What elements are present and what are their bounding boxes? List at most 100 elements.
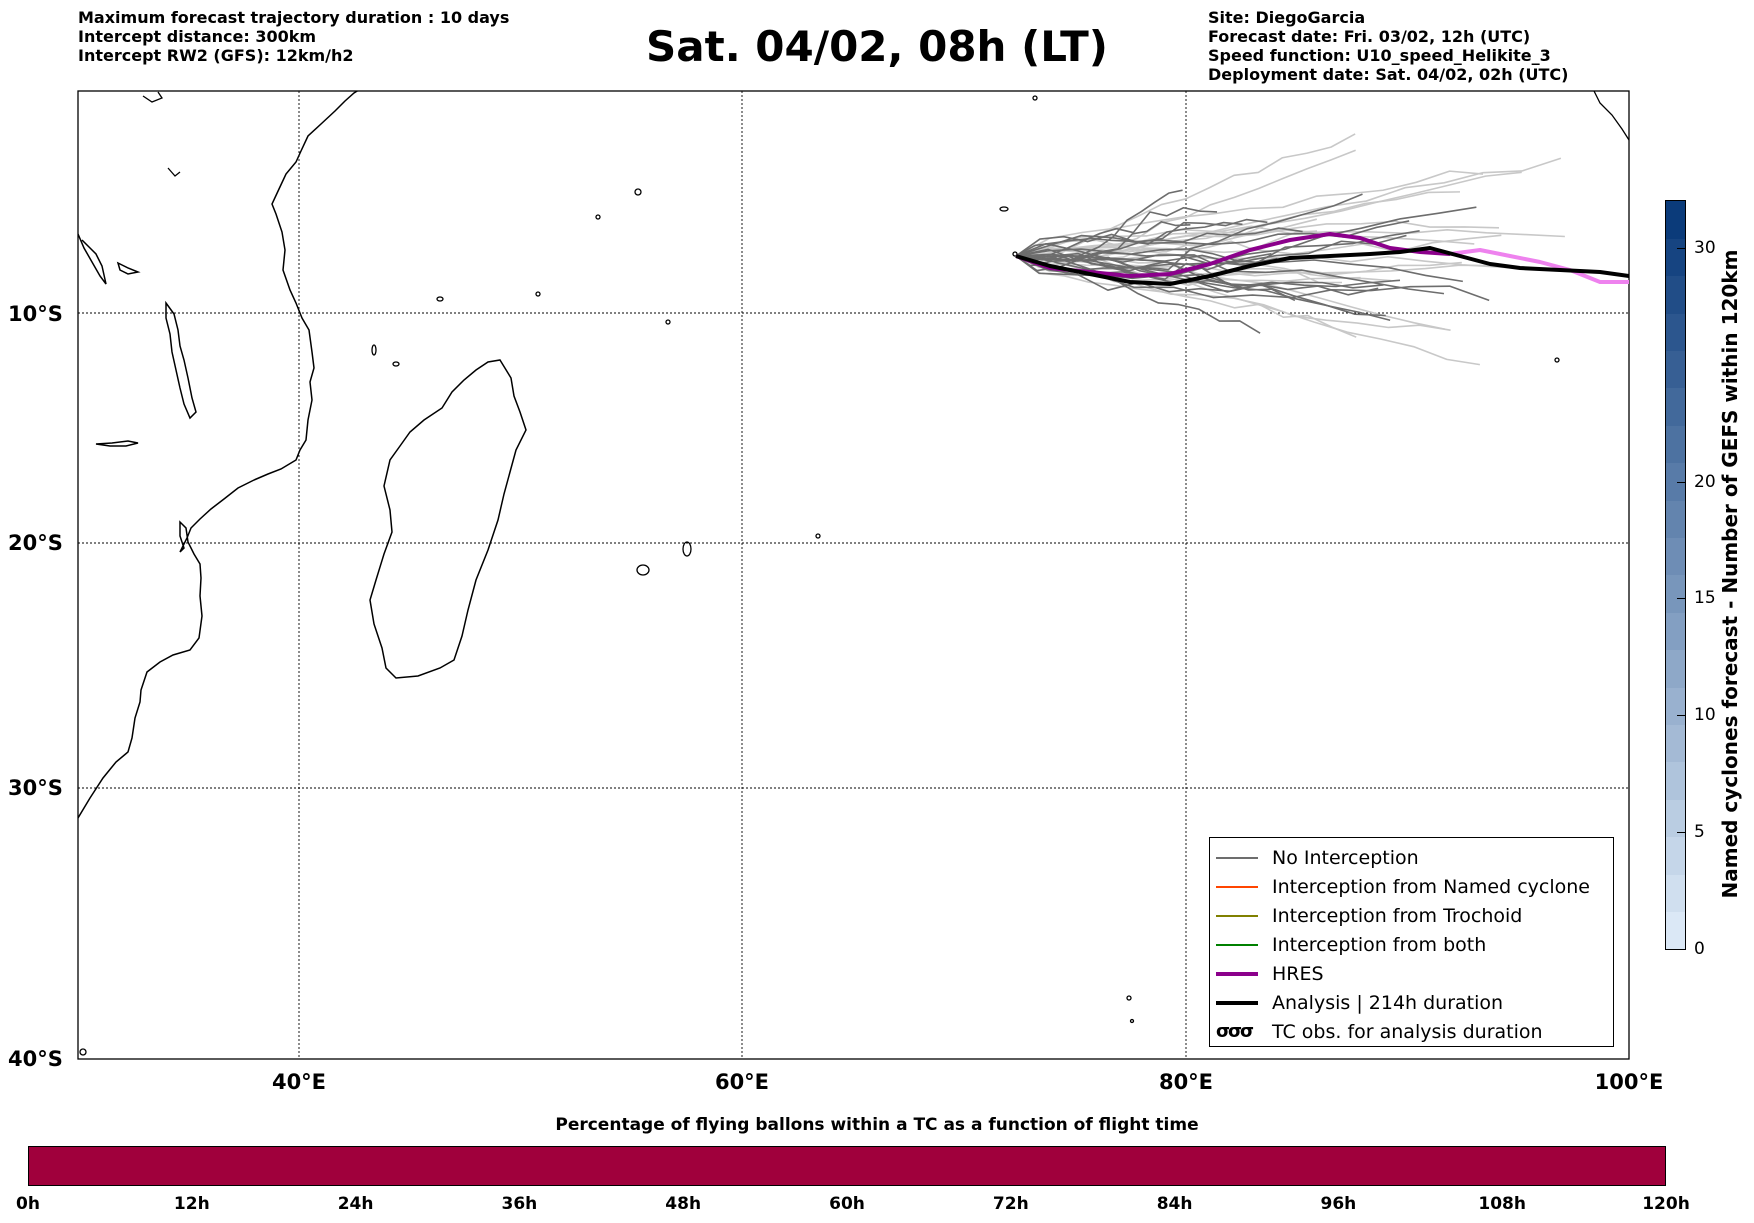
lat-label-30s: 30°S (8, 776, 63, 800)
colorbar-tick (1677, 598, 1685, 600)
legend-label: Interception from Trochoid (1272, 905, 1523, 927)
ensemble-track-no-interception (1015, 255, 1261, 334)
coastline-islands (79, 91, 1629, 1056)
legend-item-analysis: Analysis | 214h duration (1210, 989, 1613, 1018)
timebar-tick-label: 12h (173, 1194, 210, 1214)
legend-item-hres: HRES (1210, 960, 1613, 989)
analysis-track (1015, 246, 1629, 286)
ensemble-track-no-interception (1015, 221, 1243, 257)
colorbar-segment (1666, 462, 1685, 501)
colorbar-segment (1666, 911, 1685, 950)
colorbar-tick-label: 0 (1694, 939, 1705, 959)
header-left-info: Maximum forecast trajectory duration : 1… (78, 8, 509, 65)
map-gridlines (78, 91, 1629, 1059)
lat-label-20s: 20°S (8, 531, 63, 555)
legend-swatch (1216, 1001, 1258, 1005)
lat-label-40s: 40°S (8, 1047, 63, 1071)
colorbar-tick (1677, 481, 1685, 483)
coastline-africa (78, 91, 359, 819)
ensemble-track-no-interception (1015, 255, 1384, 293)
legend-swatch (1216, 886, 1258, 888)
colorbar-segment (1666, 687, 1685, 726)
timebar-tick-label: 60h (829, 1194, 865, 1214)
colorbar-segment (1666, 575, 1685, 613)
colorbar-tick (1677, 949, 1685, 950)
lon-label-40e: 40°E (271, 1070, 327, 1094)
legend-swatch (1216, 857, 1258, 859)
ensemble-track-no-interception (1015, 252, 1391, 321)
map-title: Sat. 04/02, 08h (LT) (646, 22, 1108, 71)
lat-label-10s: 10°S (8, 302, 63, 326)
legend-item-no-interception: No Interception (1210, 844, 1613, 873)
timebar-tick-label: 108h (1478, 1194, 1526, 1214)
ensemble-track-no-interception (1015, 227, 1303, 257)
colorbar-segment (1666, 874, 1685, 913)
coastline-madagascar (369, 359, 527, 679)
legend-swatch (1216, 944, 1258, 946)
tc-obs-symbol: σσσ (1216, 1021, 1254, 1042)
ensemble-track-no-interception (1015, 206, 1477, 269)
colorbar-segment (1666, 238, 1685, 277)
header-duration: Maximum forecast trajectory duration : 1… (78, 8, 510, 27)
legend-item-trochoid: Interception from Trochoid (1210, 902, 1613, 931)
header-forecast-date: Forecast date: Fri. 03/02, 12h (UTC) (1208, 27, 1531, 46)
colorbar-segment (1666, 724, 1685, 763)
timebar-title: Percentage of flying ballons within a TC… (555, 1115, 1199, 1135)
lon-label-100e: 100°E (1594, 1070, 1664, 1094)
lon-label-80e: 80°E (1158, 1070, 1214, 1094)
timebar-tick-label: 36h (501, 1194, 538, 1214)
colorbar-segment (1666, 649, 1685, 688)
header-speed-function: Speed function: U10_speed_Helikite_3 (1208, 46, 1551, 65)
colorbar-tick-label: 30 (1694, 237, 1716, 258)
legend-item-tc-obs: σσσ TC obs. for analysis duration (1210, 1018, 1613, 1047)
ensemble-track-light (1015, 220, 1499, 257)
timebar-tick-label: 72h (992, 1194, 1029, 1214)
colorbar-segment (1666, 500, 1685, 539)
legend-label: Interception from Named cyclone (1272, 876, 1590, 898)
timebar-tick-label: 84h (1156, 1194, 1193, 1214)
lon-label-60e: 60°E (714, 1070, 770, 1094)
colorbar-tick (1677, 832, 1685, 834)
colorbar-segment (1666, 388, 1685, 426)
colorbar-tick (1677, 715, 1685, 717)
colorbar-segment (1666, 612, 1685, 651)
legend-label: Analysis | 214h duration (1272, 992, 1504, 1014)
header-deployment-date: Deployment date: Sat. 04/02, 02h (UTC) (1208, 65, 1569, 84)
ensemble-track-no-interception (1015, 242, 1379, 296)
hres-track-extended (1449, 248, 1629, 284)
ensemble-track-light (1015, 170, 1484, 257)
legend-item-both: Interception from both (1210, 931, 1613, 960)
colorbar-segment (1666, 350, 1685, 389)
flight-time-bar (28, 1146, 1666, 1186)
legend-label: No Interception (1272, 847, 1419, 869)
header-intercept-distance: Intercept distance: 300km (78, 27, 317, 46)
colorbar-title: Named cyclones forecast - Number of GEFS… (1718, 249, 1742, 899)
ensemble-track-light (1015, 239, 1392, 282)
timebar-tick-label: 96h (1320, 1194, 1357, 1214)
colorbar-tick (1677, 247, 1685, 249)
colorbar-segment (1666, 799, 1685, 838)
timebar-tick-label: 0h (16, 1194, 40, 1214)
legend-swatch (1216, 915, 1258, 917)
ensemble-track-light (1015, 133, 1356, 262)
colorbar-segment (1666, 425, 1685, 464)
colorbar-segment (1666, 201, 1685, 239)
colorbar-segment (1666, 762, 1685, 800)
colorbar-segment (1666, 313, 1685, 352)
colorbar-segment (1666, 275, 1685, 314)
legend-label: Interception from both (1272, 934, 1487, 956)
colorbar-tick-label: 5 (1694, 822, 1705, 843)
timebar-tick-label: 48h (665, 1194, 702, 1214)
timebar-tick-label: 120h (1642, 1194, 1690, 1214)
legend-label: TC obs. for analysis duration (1272, 1021, 1543, 1043)
trajectory-tracks (1015, 133, 1629, 366)
colorbar-tick-label: 20 (1694, 471, 1716, 492)
colorbar-segment (1666, 537, 1685, 576)
map-legend: No Interception Interception from Named … (1209, 837, 1614, 1047)
ensemble-track-no-interception (1015, 206, 1218, 263)
colorbar-segment (1666, 836, 1685, 875)
legend-label: HRES (1272, 963, 1324, 985)
legend-item-named-cyclone: Interception from Named cyclone (1210, 873, 1613, 902)
header-intercept-rw2: Intercept RW2 (GFS): 12km/h2 (78, 46, 354, 65)
header-right-info: Site: DiegoGarcia Forecast date: Fri. 03… (1208, 8, 1568, 84)
